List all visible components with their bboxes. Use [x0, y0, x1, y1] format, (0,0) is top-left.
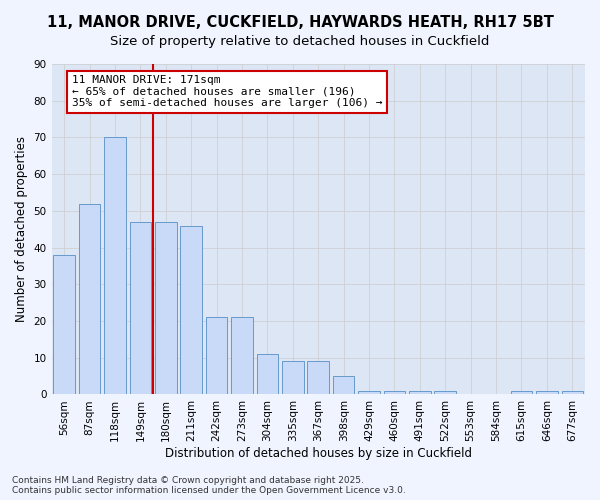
Bar: [79, 204, 100, 394]
Bar: [257, 354, 278, 395]
Bar: [536, 391, 557, 394]
Bar: [358, 391, 380, 394]
Bar: [155, 222, 176, 394]
Bar: [383, 391, 405, 394]
Bar: [231, 318, 253, 394]
Bar: [307, 362, 329, 394]
Text: 11 MANOR DRIVE: 171sqm
← 65% of detached houses are smaller (196)
35% of semi-de: 11 MANOR DRIVE: 171sqm ← 65% of detached…: [72, 75, 382, 108]
Bar: [333, 376, 355, 394]
Y-axis label: Number of detached properties: Number of detached properties: [15, 136, 28, 322]
Bar: [511, 391, 532, 394]
Bar: [53, 255, 75, 394]
Text: 11, MANOR DRIVE, CUCKFIELD, HAYWARDS HEATH, RH17 5BT: 11, MANOR DRIVE, CUCKFIELD, HAYWARDS HEA…: [47, 15, 553, 30]
Text: Size of property relative to detached houses in Cuckfield: Size of property relative to detached ho…: [110, 35, 490, 48]
X-axis label: Distribution of detached houses by size in Cuckfield: Distribution of detached houses by size …: [165, 447, 472, 460]
Bar: [104, 138, 126, 394]
Bar: [434, 391, 456, 394]
Bar: [130, 222, 151, 394]
Text: Contains HM Land Registry data © Crown copyright and database right 2025.
Contai: Contains HM Land Registry data © Crown c…: [12, 476, 406, 495]
Bar: [206, 318, 227, 394]
Bar: [562, 391, 583, 394]
Bar: [181, 226, 202, 394]
Bar: [282, 362, 304, 394]
Bar: [409, 391, 431, 394]
